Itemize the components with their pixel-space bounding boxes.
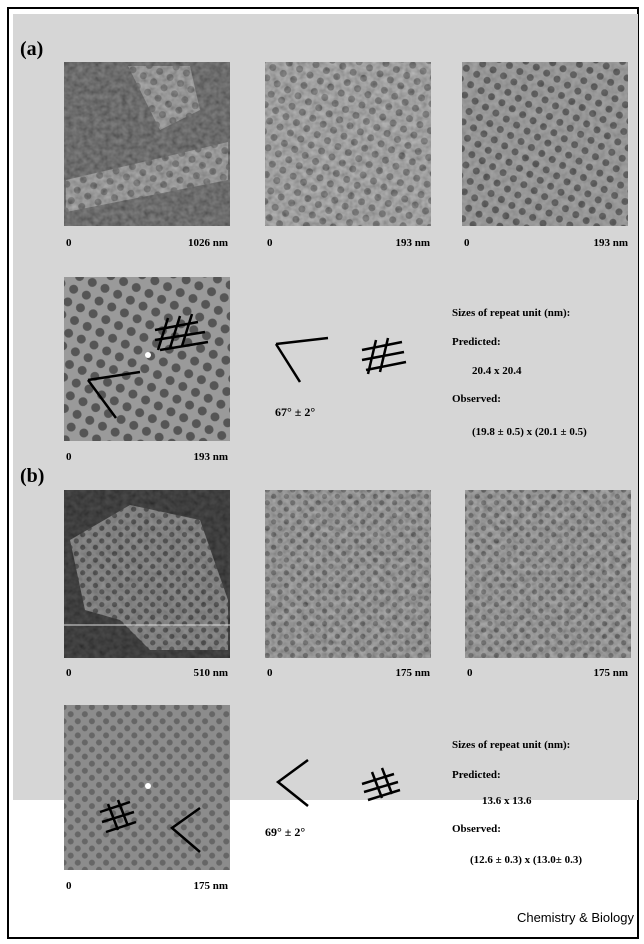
afm-image <box>64 277 230 441</box>
afm-image <box>462 62 628 226</box>
observed-value: (12.6 ± 0.3) x (13.0± 0.3) <box>470 854 582 866</box>
panel-label: (b) <box>20 465 44 487</box>
scale-end: 510 nm <box>193 667 228 679</box>
observed-label: Observed: <box>452 823 501 835</box>
scale-start: 0 <box>66 880 72 892</box>
scale-start: 0 <box>66 667 72 679</box>
sizes-heading: Sizes of repeat unit (nm): <box>452 739 570 751</box>
observed-value: (19.8 ± 0.5) x (20.1 ± 0.5) <box>472 426 587 438</box>
scale-end: 193 nm <box>395 237 430 249</box>
credit: Chemistry & Biology <box>517 910 635 925</box>
angle: 67° ± 2° <box>275 405 315 419</box>
scale-start: 0 <box>267 237 273 249</box>
scale-start: 0 <box>66 451 72 463</box>
afm-image <box>64 62 230 226</box>
afm-image <box>64 705 230 870</box>
scale-end: 175 nm <box>193 880 228 892</box>
scale-end: 175 nm <box>593 667 628 679</box>
scale-start: 0 <box>267 667 273 679</box>
predicted-value: 20.4 x 20.4 <box>472 365 522 377</box>
predicted-value: 13.6 x 13.6 <box>482 795 532 807</box>
scale-end: 1026 nm <box>188 237 228 249</box>
afm-image <box>465 490 631 658</box>
afm-image <box>265 62 431 226</box>
scale-end: 175 nm <box>395 667 430 679</box>
afm-image <box>265 490 431 658</box>
figure: (a) 0 1026 nm 0 193 nm 0 193 nm 0 193 nm… <box>0 0 644 944</box>
angle: 69° ± 2° <box>265 825 305 839</box>
predicted-label: Predicted: <box>452 336 501 348</box>
scale-start: 0 <box>467 667 473 679</box>
scale-end: 193 nm <box>593 237 628 249</box>
scale-end: 193 nm <box>193 451 228 463</box>
afm-image <box>64 490 230 658</box>
panel-label: (a) <box>20 38 43 60</box>
sizes-heading: Sizes of repeat unit (nm): <box>452 307 570 319</box>
scale-start: 0 <box>464 237 470 249</box>
predicted-label: Predicted: <box>452 769 501 781</box>
scale-start: 0 <box>66 237 72 249</box>
observed-label: Observed: <box>452 393 501 405</box>
